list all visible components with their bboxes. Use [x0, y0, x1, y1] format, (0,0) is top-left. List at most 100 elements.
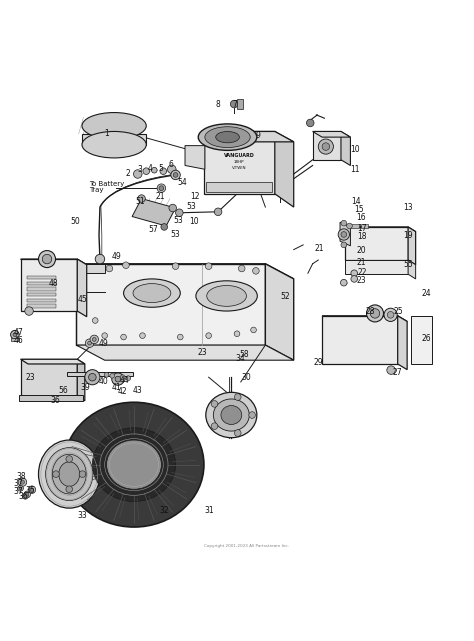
Text: V-TWIN: V-TWIN [232, 166, 246, 171]
Circle shape [95, 254, 105, 264]
Bar [27, 287, 56, 291]
Circle shape [88, 341, 91, 345]
Text: 29: 29 [313, 358, 323, 367]
Polygon shape [77, 259, 87, 317]
Text: 46: 46 [14, 336, 24, 345]
Text: 33: 33 [77, 511, 87, 520]
Text: 17: 17 [357, 224, 366, 233]
Text: 9: 9 [256, 131, 261, 140]
Text: 22: 22 [357, 268, 366, 277]
Circle shape [318, 139, 333, 154]
Polygon shape [340, 222, 350, 246]
Text: 18HP: 18HP [234, 160, 245, 164]
Text: 2: 2 [126, 169, 131, 178]
Text: 6: 6 [168, 160, 173, 169]
Circle shape [152, 167, 157, 173]
Circle shape [341, 242, 346, 247]
Polygon shape [398, 316, 407, 370]
Ellipse shape [59, 462, 80, 487]
Text: 35: 35 [25, 486, 35, 495]
Circle shape [92, 338, 96, 341]
Circle shape [159, 186, 164, 190]
Text: 16: 16 [356, 213, 365, 222]
Text: 31: 31 [205, 506, 214, 515]
Ellipse shape [221, 406, 242, 424]
Polygon shape [76, 264, 294, 279]
Text: 58: 58 [240, 350, 249, 359]
Text: All Partsstream™: All Partsstream™ [189, 315, 285, 326]
Text: 42: 42 [118, 387, 128, 396]
Polygon shape [408, 227, 416, 265]
Polygon shape [322, 316, 398, 364]
Polygon shape [408, 260, 416, 279]
Circle shape [346, 223, 352, 229]
Text: 53: 53 [187, 202, 197, 211]
Text: 41: 41 [111, 383, 121, 392]
Polygon shape [265, 264, 294, 360]
Polygon shape [77, 359, 85, 401]
Circle shape [211, 423, 218, 429]
Circle shape [53, 470, 59, 478]
Circle shape [89, 374, 96, 381]
Circle shape [387, 312, 394, 318]
Circle shape [140, 333, 146, 338]
Circle shape [384, 308, 397, 321]
Text: 54: 54 [177, 178, 187, 187]
Polygon shape [76, 264, 265, 345]
Circle shape [42, 254, 52, 264]
Text: 30: 30 [242, 372, 251, 381]
Circle shape [79, 470, 86, 478]
Circle shape [253, 267, 259, 274]
Circle shape [66, 456, 73, 462]
Text: 49: 49 [99, 338, 109, 347]
Circle shape [235, 429, 241, 437]
Text: 23: 23 [356, 276, 365, 285]
Ellipse shape [46, 447, 93, 501]
Text: 45: 45 [78, 295, 88, 304]
Circle shape [234, 331, 240, 337]
Ellipse shape [205, 127, 250, 147]
Circle shape [366, 305, 383, 322]
Text: 36: 36 [51, 396, 60, 405]
Text: 10: 10 [350, 145, 360, 154]
Text: 19: 19 [403, 231, 413, 240]
Circle shape [85, 370, 100, 385]
Ellipse shape [82, 131, 146, 158]
Circle shape [230, 100, 238, 108]
Circle shape [169, 204, 176, 212]
Circle shape [171, 171, 180, 179]
Text: 32: 32 [159, 506, 169, 515]
Circle shape [175, 209, 183, 217]
Polygon shape [204, 131, 294, 142]
Circle shape [172, 263, 179, 269]
Text: 24: 24 [421, 288, 431, 297]
Circle shape [138, 195, 146, 203]
Circle shape [340, 279, 347, 286]
Circle shape [104, 372, 109, 377]
Text: 12: 12 [190, 192, 199, 201]
Bar [11, 338, 18, 341]
Text: 25: 25 [394, 308, 403, 317]
Circle shape [24, 491, 30, 497]
Text: 49: 49 [111, 252, 121, 261]
Circle shape [123, 262, 129, 269]
Text: 21: 21 [356, 258, 365, 267]
Ellipse shape [124, 279, 180, 307]
Polygon shape [313, 131, 350, 137]
Text: 1: 1 [105, 129, 109, 138]
Circle shape [206, 333, 211, 338]
Circle shape [126, 376, 131, 381]
Polygon shape [345, 227, 416, 231]
Circle shape [19, 487, 22, 490]
Text: 53: 53 [173, 216, 183, 225]
Bar [27, 304, 56, 308]
Polygon shape [20, 359, 85, 364]
Circle shape [341, 231, 346, 237]
Text: 38: 38 [17, 472, 26, 481]
Polygon shape [82, 134, 146, 145]
Text: 3: 3 [137, 165, 143, 174]
Text: 37: 37 [14, 479, 24, 488]
Text: 34: 34 [235, 354, 245, 363]
Ellipse shape [107, 440, 161, 489]
Circle shape [121, 334, 127, 340]
